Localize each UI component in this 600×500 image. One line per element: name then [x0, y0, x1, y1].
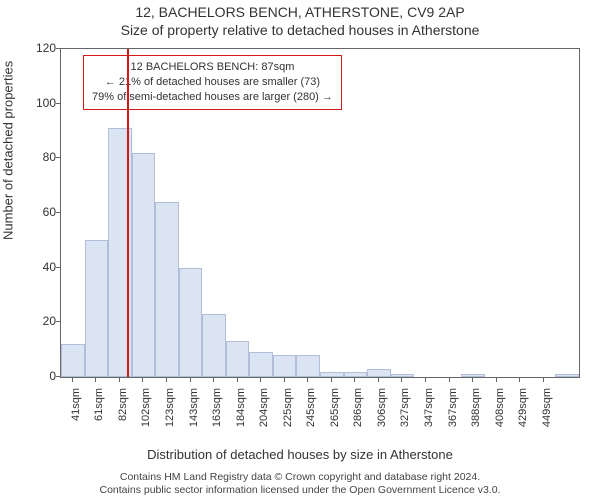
- x-tick-label: 449sqm: [541, 388, 553, 438]
- x-tick-label: 143sqm: [188, 388, 200, 438]
- x-tick-label: 265sqm: [329, 388, 341, 438]
- footer-attribution: Contains HM Land Registry data © Crown c…: [0, 471, 600, 497]
- x-tick-mark: [213, 378, 214, 382]
- footer-line2: Contains public sector information licen…: [0, 484, 600, 497]
- y-tick-mark: [56, 103, 60, 104]
- y-tick-label: 60: [36, 205, 56, 219]
- x-tick-label: 367sqm: [447, 388, 459, 438]
- histogram-bar: [320, 372, 344, 377]
- x-tick-mark: [543, 378, 544, 382]
- y-tick-mark: [56, 212, 60, 213]
- y-tick-mark: [56, 321, 60, 322]
- histogram-bar: [132, 153, 156, 377]
- y-tick-mark: [56, 157, 60, 158]
- x-tick-mark: [519, 378, 520, 382]
- x-tick-label: 82sqm: [117, 388, 129, 438]
- plot-area: 12 BACHELORS BENCH: 87sqm ← 21% of detac…: [60, 48, 580, 378]
- y-tick-label: 80: [36, 150, 56, 164]
- x-tick-mark: [307, 378, 308, 382]
- x-tick-label: 327sqm: [399, 388, 411, 438]
- histogram-bar: [344, 372, 368, 377]
- x-tick-label: 245sqm: [305, 388, 317, 438]
- x-axis-label: Distribution of detached houses by size …: [0, 447, 600, 462]
- x-tick-label: 347sqm: [423, 388, 435, 438]
- x-tick-mark: [425, 378, 426, 382]
- histogram-bar: [555, 374, 579, 377]
- histogram-bar: [249, 352, 273, 377]
- x-tick-mark: [166, 378, 167, 382]
- x-tick-label: 204sqm: [258, 388, 270, 438]
- x-tick-mark: [95, 378, 96, 382]
- histogram-bar: [202, 314, 226, 377]
- x-tick-label: 163sqm: [211, 388, 223, 438]
- x-tick-mark: [401, 378, 402, 382]
- y-tick-mark: [56, 48, 60, 49]
- x-tick-mark: [260, 378, 261, 382]
- y-axis-label: Number of detached properties: [1, 61, 16, 240]
- x-tick-mark: [142, 378, 143, 382]
- x-tick-label: 306sqm: [376, 388, 388, 438]
- y-tick-label: 120: [36, 41, 56, 55]
- x-tick-mark: [496, 378, 497, 382]
- x-tick-mark: [190, 378, 191, 382]
- y-tick-label: 40: [36, 260, 56, 274]
- chart-title-line2: Size of property relative to detached ho…: [0, 22, 600, 38]
- x-tick-mark: [354, 378, 355, 382]
- x-tick-label: 225sqm: [282, 388, 294, 438]
- x-tick-label: 61sqm: [93, 388, 105, 438]
- histogram-bar: [179, 268, 203, 377]
- x-tick-label: 429sqm: [517, 388, 529, 438]
- x-tick-label: 408sqm: [494, 388, 506, 438]
- x-tick-mark: [449, 378, 450, 382]
- y-tick-label: 0: [36, 369, 56, 383]
- x-tick-mark: [472, 378, 473, 382]
- x-tick-mark: [119, 378, 120, 382]
- chart-title-line1: 12, BACHELORS BENCH, ATHERSTONE, CV9 2AP: [0, 4, 600, 20]
- histogram-bar: [155, 202, 179, 377]
- y-tick-mark: [56, 376, 60, 377]
- reference-line: [127, 49, 129, 377]
- histogram-bar: [61, 344, 85, 377]
- x-tick-label: 184sqm: [235, 388, 247, 438]
- histogram-bar: [85, 240, 109, 377]
- x-tick-mark: [72, 378, 73, 382]
- chart-container: 12, BACHELORS BENCH, ATHERSTONE, CV9 2AP…: [0, 0, 600, 500]
- histogram-bar: [461, 374, 485, 377]
- histogram-bar: [367, 369, 391, 377]
- x-tick-label: 286sqm: [352, 388, 364, 438]
- x-tick-mark: [237, 378, 238, 382]
- y-tick-mark: [56, 267, 60, 268]
- annotation-box: 12 BACHELORS BENCH: 87sqm ← 21% of detac…: [83, 55, 342, 110]
- x-tick-label: 388sqm: [470, 388, 482, 438]
- histogram-bar: [273, 355, 297, 377]
- x-tick-mark: [378, 378, 379, 382]
- x-tick-mark: [284, 378, 285, 382]
- footer-line1: Contains HM Land Registry data © Crown c…: [0, 471, 600, 484]
- y-tick-label: 100: [36, 96, 56, 110]
- histogram-bar: [391, 374, 415, 377]
- x-tick-label: 41sqm: [70, 388, 82, 438]
- y-tick-label: 20: [36, 314, 56, 328]
- x-tick-label: 123sqm: [164, 388, 176, 438]
- x-tick-mark: [331, 378, 332, 382]
- histogram-bar: [226, 341, 250, 377]
- histogram-bar: [296, 355, 320, 377]
- x-tick-label: 102sqm: [140, 388, 152, 438]
